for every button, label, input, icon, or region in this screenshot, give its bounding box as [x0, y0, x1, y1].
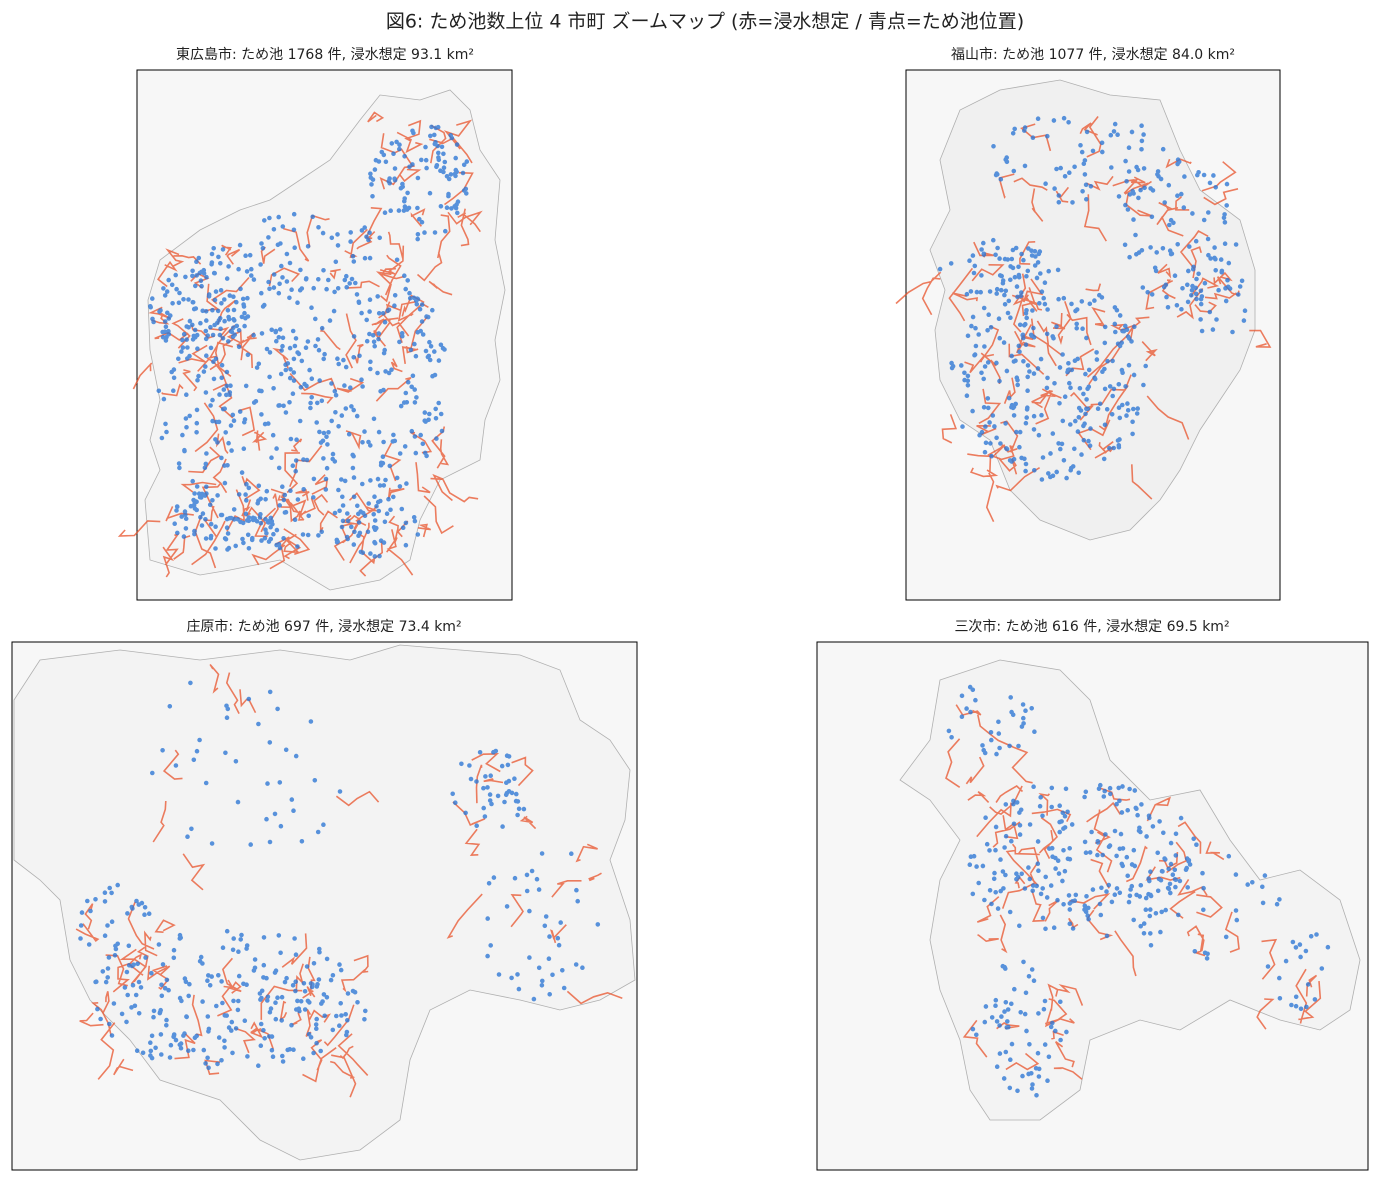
panel-title: 庄原市: ため池 697 件, 浸水想定 73.4 km²: [186, 618, 461, 635]
map-panel: [905, 69, 1281, 601]
map-panel: [816, 641, 1369, 1171]
panel-frame: [816, 641, 1369, 1171]
flood-area: [895, 116, 1272, 523]
panel-frame: [905, 69, 1281, 601]
map-panel: [11, 641, 638, 1171]
pond-points: [148, 124, 470, 559]
pond-points: [78, 680, 601, 1071]
city-boundary: [929, 79, 1256, 541]
figure-title: 図6: ため池数上位 4 市町 ズームマップ (赤=浸水想定 / 青点=ため池位…: [386, 11, 1024, 33]
panel-title: 三次市: ため池 616 件, 浸水想定 69.5 km²: [954, 618, 1229, 635]
city-boundary: [13, 644, 636, 1161]
panel-frame: [11, 641, 638, 1171]
panel-title: 東広島市: ため池 1768 件, 浸水想定 93.1 km²: [176, 46, 474, 63]
panel-frame: [136, 69, 513, 601]
panel-title: 福山市: ため池 1077 件, 浸水想定 84.0 km²: [951, 46, 1235, 63]
